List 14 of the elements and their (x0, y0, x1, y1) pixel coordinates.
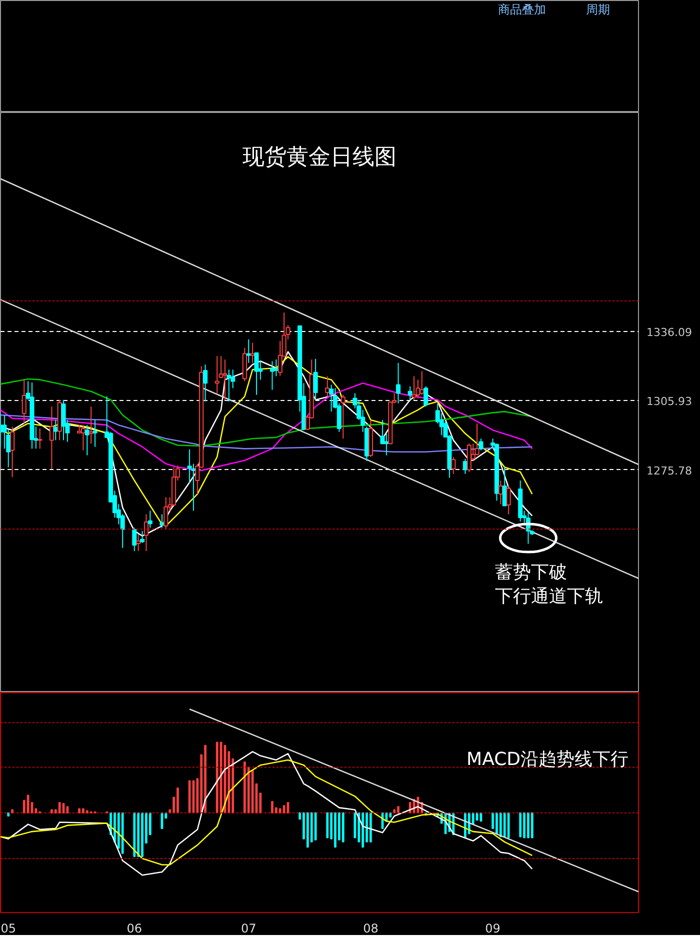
annotation: 下行通道下轨 (495, 586, 604, 608)
y-tick-label: 1305.93 (646, 395, 692, 408)
x-tick-label: 05 (0, 922, 16, 936)
text: 商品叠加 (498, 2, 546, 16)
annotation: 蓄势下破 (495, 562, 568, 584)
y-tick-label: 1336.09 (646, 326, 692, 340)
text: 周期 (586, 2, 610, 16)
y-tick-label: 1275.78 (646, 464, 692, 478)
text: 现货黄金日线图 (242, 145, 396, 170)
x-tick-label: 08 (363, 922, 378, 936)
annotation: MACD沿趋势线下行 (466, 749, 629, 770)
x-tick-label: 09 (485, 922, 500, 936)
x-tick-label: 06 (126, 922, 142, 936)
x-tick-label: 07 (240, 922, 256, 936)
